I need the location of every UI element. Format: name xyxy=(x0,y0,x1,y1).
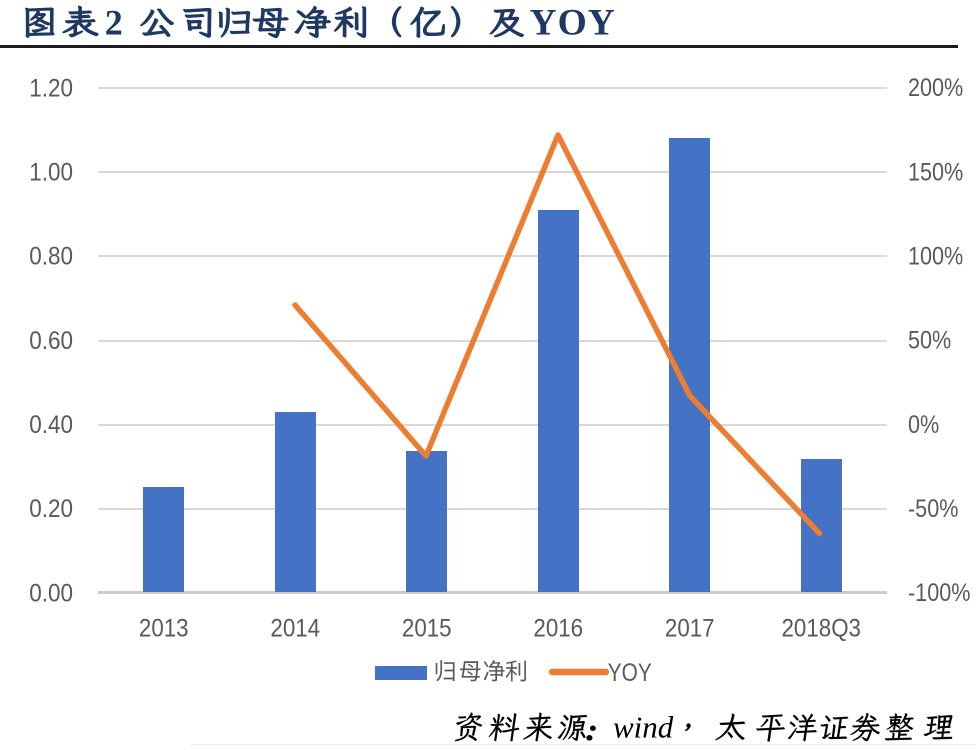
svg-text:150%: 150% xyxy=(908,158,963,186)
svg-text:YOY: YOY xyxy=(608,658,652,686)
svg-text:0.60: 0.60 xyxy=(29,327,73,355)
svg-text:2017: 2017 xyxy=(665,614,715,643)
svg-text:YOY: YOY xyxy=(530,2,616,43)
svg-text:2: 2 xyxy=(105,2,123,42)
svg-text:0.80: 0.80 xyxy=(29,243,73,271)
svg-text:100%: 100% xyxy=(908,242,963,270)
svg-text:1.00: 1.00 xyxy=(29,158,73,186)
svg-text:200%: 200% xyxy=(908,74,963,102)
svg-text:2014: 2014 xyxy=(270,614,320,643)
svg-text:0%: 0% xyxy=(908,410,939,438)
svg-text:0.00: 0.00 xyxy=(29,579,73,607)
svg-text:50%: 50% xyxy=(908,326,951,354)
svg-text:1.20: 1.20 xyxy=(29,74,73,102)
svg-text:-100%: -100% xyxy=(908,579,970,607)
svg-text:2013: 2013 xyxy=(139,614,189,643)
svg-text:2018Q3: 2018Q3 xyxy=(782,614,861,643)
svg-text:2016: 2016 xyxy=(533,614,583,643)
svg-text:wind: wind xyxy=(613,710,674,745)
svg-text:0.40: 0.40 xyxy=(29,411,73,439)
svg-text:-50%: -50% xyxy=(908,494,958,522)
svg-text:0.20: 0.20 xyxy=(29,495,73,523)
svg-text:2015: 2015 xyxy=(402,614,452,643)
